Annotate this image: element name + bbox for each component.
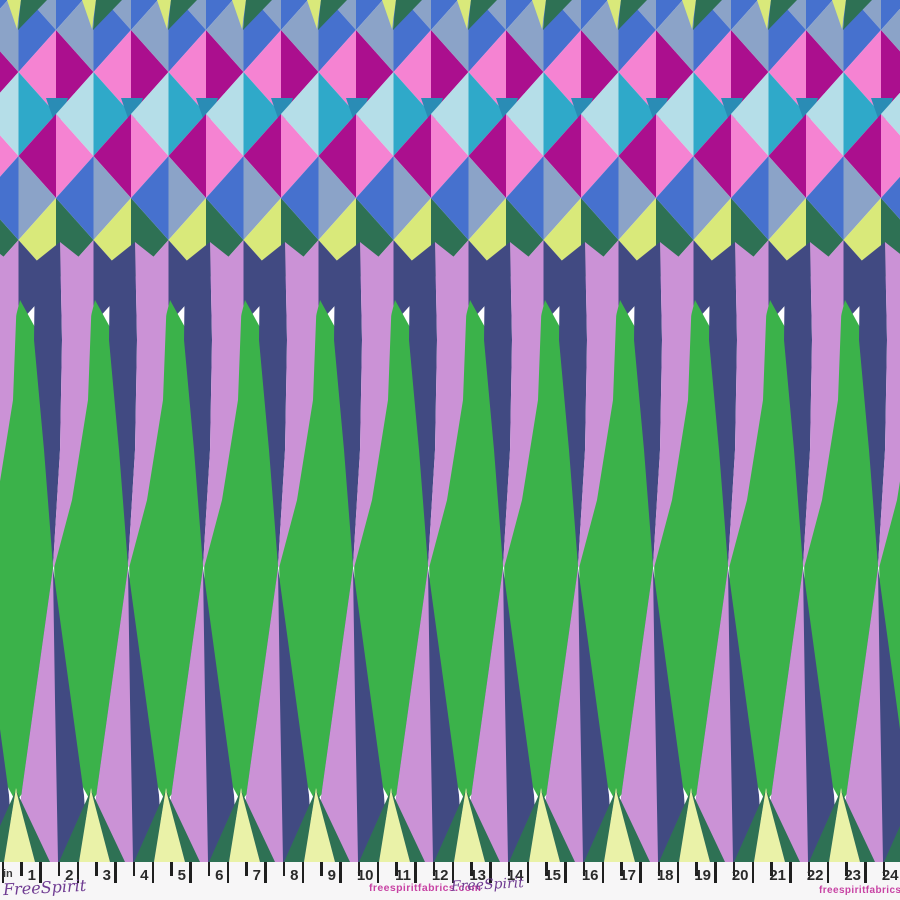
ruler-number: 23 — [844, 867, 861, 884]
ruler-tick-half — [320, 862, 323, 876]
selvedge: 1 2 3 4 5 6 7 8 9 10 11 12 13 14 15 16 17 18 19 20 21 22 23 24 … — [0, 862, 900, 900]
ruler-tick-inch — [676, 862, 679, 883]
ruler-tick-inch — [489, 862, 492, 883]
ruler-tick-inch — [376, 862, 379, 883]
ruler-tick-half — [620, 862, 623, 876]
ruler-tick-inch — [1, 862, 4, 883]
ruler-tick-inch — [39, 862, 42, 883]
fabric-print — [0, 0, 900, 862]
ruler-tick-half — [132, 862, 136, 876]
ruler-number: 4 — [140, 867, 149, 884]
ruler-number: 1 — [27, 867, 36, 884]
ruler-tick-half — [770, 862, 773, 876]
ruler-number: 17 — [619, 867, 636, 884]
ruler-tick-inch — [226, 862, 229, 883]
ruler-tick-half — [470, 862, 473, 876]
ruler-number: 15 — [544, 867, 561, 884]
ruler-number: 3 — [102, 867, 111, 884]
ruler-tick-inch — [339, 862, 342, 883]
ruler-tick-half — [432, 862, 436, 876]
ruler-tick-inch — [826, 862, 829, 883]
ruler-tick-half — [395, 862, 398, 876]
ruler-tick-inch — [601, 862, 604, 883]
ruler-tick-half — [207, 862, 211, 876]
ruler-tick-half — [357, 862, 361, 876]
ruler-number: 16 — [581, 867, 599, 884]
ruler-tick-inch — [789, 862, 792, 883]
ruler-number: 11 — [395, 867, 411, 884]
brand-url: freespiritfabrics.com — [369, 882, 482, 894]
ruler-tick-half — [695, 862, 698, 876]
freespirit-logo: FreeSpirit — [450, 875, 525, 895]
ruler-tick-half — [545, 862, 548, 876]
ruler-tick-inch — [451, 862, 454, 883]
ruler-number: 19 — [694, 867, 711, 884]
ruler-number: 6 — [215, 867, 224, 884]
ruler-number: 18 — [656, 867, 674, 884]
ruler-number: 21 — [769, 867, 786, 884]
freespirit-logo: FreeSpirit — [2, 875, 87, 900]
ruler-number: 22 — [806, 867, 824, 884]
ruler-tick-half — [245, 862, 248, 876]
ruler-tick-half — [732, 862, 736, 876]
ruler-number: 13 — [469, 867, 486, 884]
ruler-tick-half — [657, 862, 661, 876]
ruler-tick-half — [95, 862, 98, 876]
ruler-tick-inch — [76, 862, 79, 883]
ruler-number: 10 — [356, 867, 374, 884]
ruler-number: 20 — [731, 867, 749, 884]
ruler-tick-half — [882, 862, 886, 876]
ruler-tick-inch — [526, 862, 529, 883]
ruler-tick-half — [507, 862, 511, 876]
ruler-tick-half — [57, 862, 61, 876]
ruler-number: 2 — [65, 867, 74, 884]
ruler-tick-inch — [114, 862, 117, 883]
ruler-tick-inch — [189, 862, 192, 883]
ruler-tick-half — [282, 862, 286, 876]
ruler-tick-half — [807, 862, 811, 876]
ruler-tick-inch — [264, 862, 267, 883]
ruler-number: 9 — [327, 867, 336, 884]
ruler-tick-inch — [301, 862, 304, 883]
ruler-tick-half — [20, 862, 23, 876]
ruler-number: 5 — [177, 867, 186, 884]
ruler-tick-inch — [639, 862, 642, 883]
ruler-number: 7 — [252, 867, 261, 884]
ruler-tick-inch — [564, 862, 567, 883]
ruler-number: 24 — [881, 867, 899, 884]
ruler-number: 8 — [290, 867, 299, 884]
ruler-number: 14 — [506, 867, 524, 884]
ruler-tick-inch — [714, 862, 717, 883]
ruler-tick-half — [845, 862, 848, 876]
brand-url: freespiritfabrics.com — [819, 885, 900, 896]
ruler-number: 12 — [431, 867, 449, 884]
ruler-tick-inch — [751, 862, 754, 883]
ruler-tick-inch — [414, 862, 417, 883]
ruler-unit-label: in — [3, 868, 13, 880]
ruler-tick-half — [582, 862, 586, 876]
ruler-tick-inch — [151, 862, 154, 883]
ruler-tick-inch — [864, 862, 867, 883]
ruler-tick-half — [170, 862, 173, 876]
